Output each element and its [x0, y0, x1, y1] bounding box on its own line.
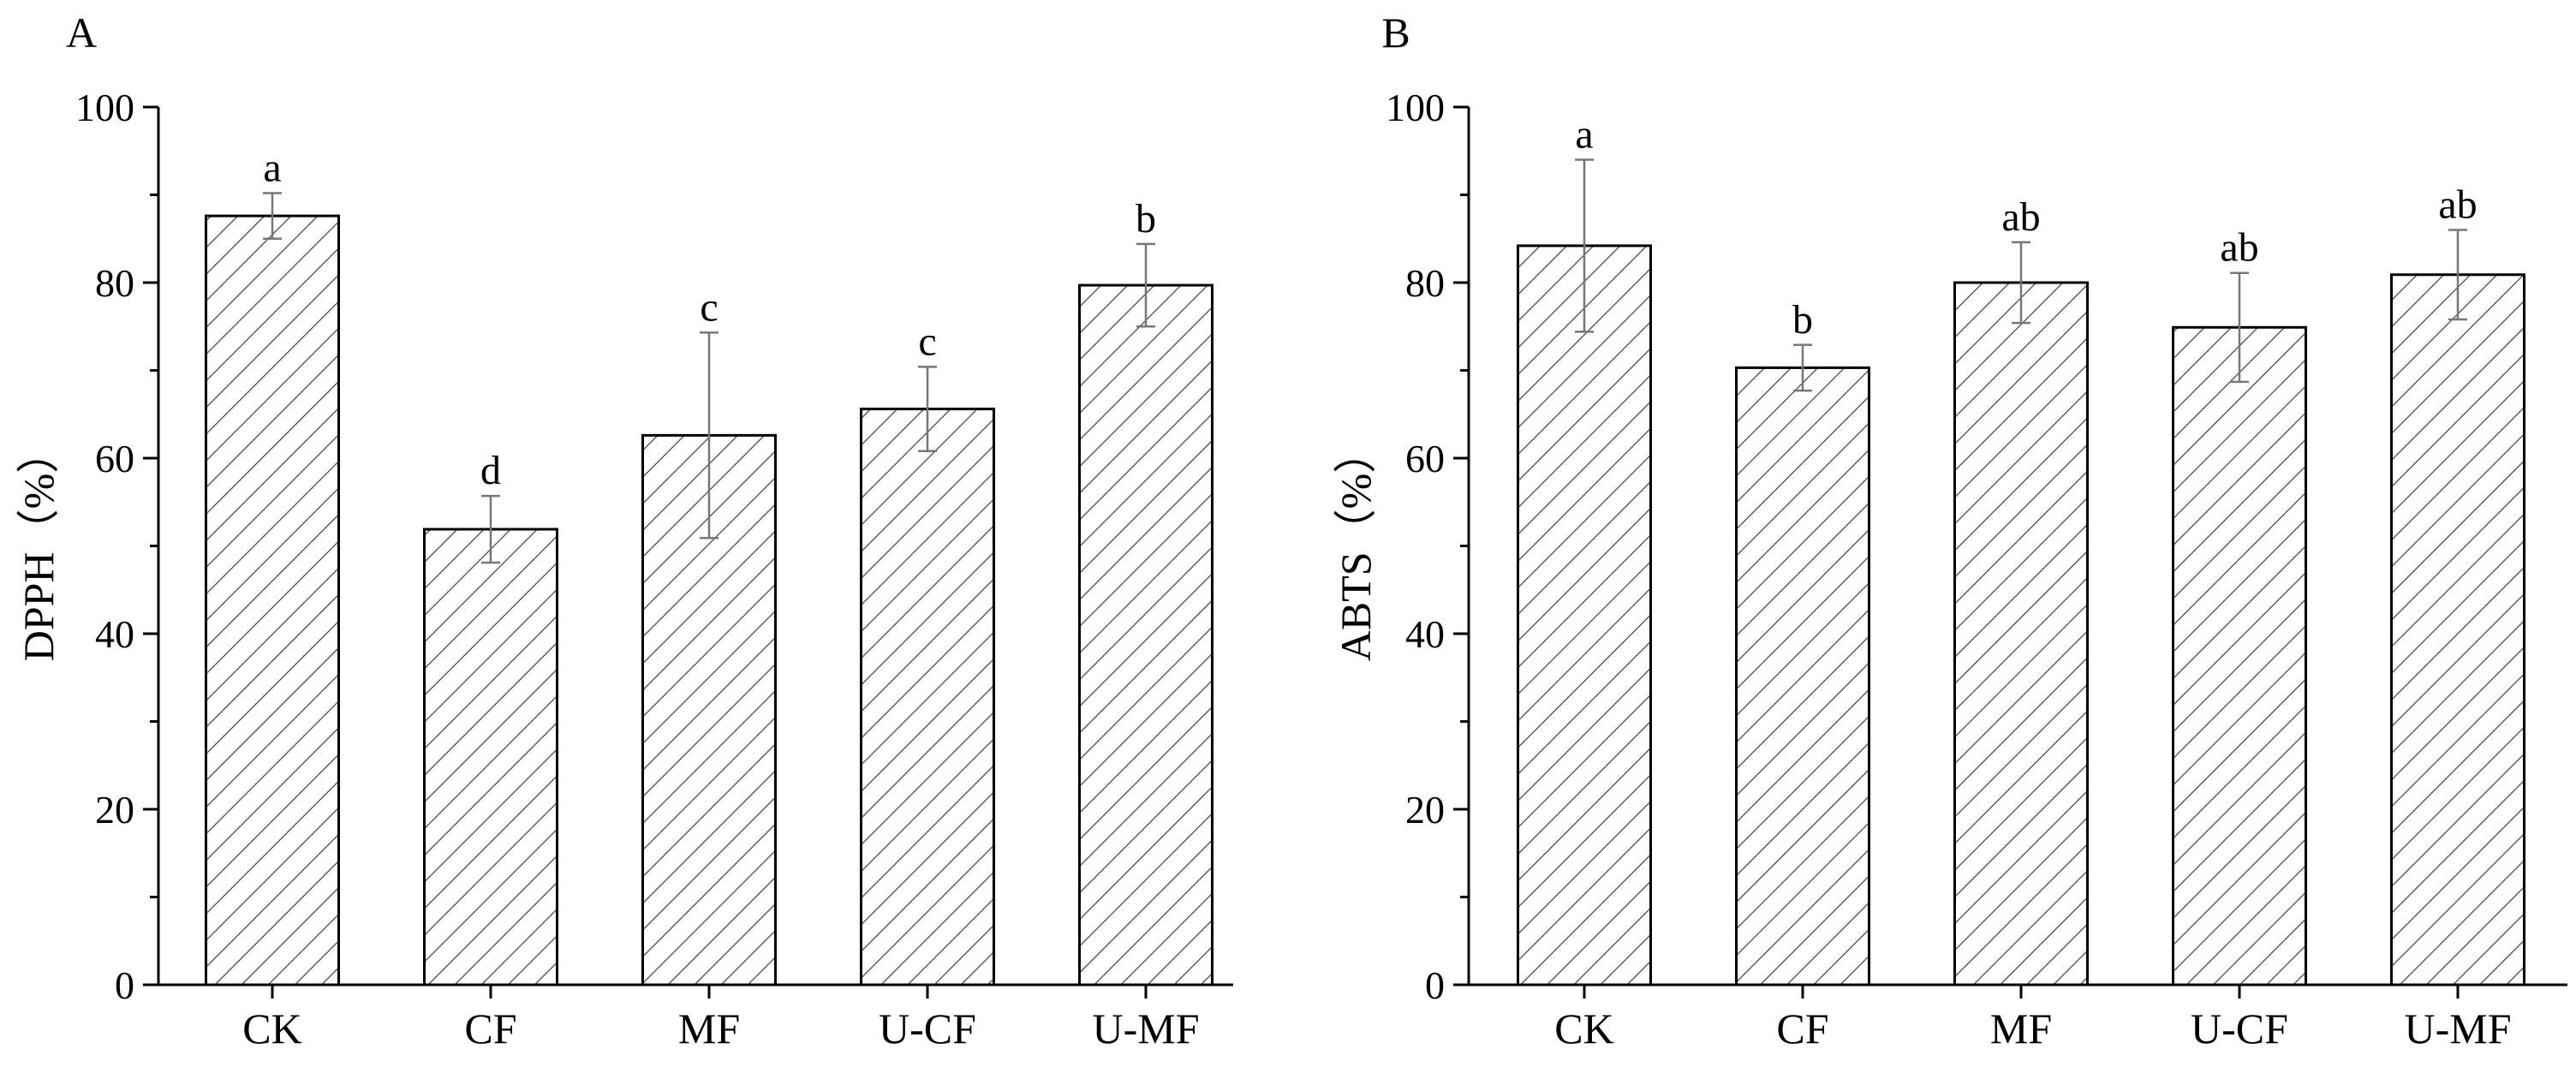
- significance-label: d: [480, 448, 501, 493]
- bar: [1517, 244, 1652, 987]
- y-axis-title: DPPH（%）: [15, 431, 63, 661]
- x-tick-label: CF: [464, 1005, 516, 1052]
- bar: [2172, 325, 2307, 987]
- y-tick-label: 20: [1405, 788, 1445, 832]
- x-tick-label: CF: [1776, 1005, 1828, 1052]
- y-tick-label: 20: [95, 788, 134, 832]
- bar: [1953, 281, 2089, 987]
- y-tick-label: 60: [1405, 437, 1445, 480]
- x-tick-label: MF: [678, 1005, 740, 1052]
- x-tick-label: MF: [1990, 1005, 2052, 1052]
- x-tick-label: U-CF: [879, 1005, 976, 1052]
- significance-label: c: [918, 319, 936, 364]
- bar: [1078, 283, 1213, 987]
- x-tick-label: U-MF: [2404, 1005, 2511, 1052]
- bar: [860, 408, 995, 987]
- significance-label: c: [700, 284, 718, 330]
- bar: [2390, 273, 2525, 987]
- significance-label: ab: [2220, 225, 2258, 271]
- significance-label: a: [1575, 112, 1593, 158]
- bar: [641, 433, 777, 987]
- panel-b: B 0 20 40 60 80 100 ABTS（%） a CK b CF ab MF ab U-CF ab U-…: [1332, 9, 2567, 1052]
- bar: [1735, 366, 1870, 987]
- significance-label: ab: [2001, 194, 2040, 240]
- x-tick-label: CK: [242, 1005, 301, 1052]
- y-tick-label: 40: [95, 612, 134, 656]
- y-axis-title: ABTS（%）: [1332, 431, 1380, 661]
- y-tick-label: 80: [1405, 261, 1445, 305]
- y-tick-label: 40: [1405, 612, 1445, 656]
- y-tick-label: 100: [1386, 86, 1445, 129]
- panel-letter: A: [66, 9, 97, 57]
- x-tick-label: U-MF: [1092, 1005, 1199, 1052]
- y-tick-label: 80: [95, 261, 134, 305]
- panel-letter: B: [1381, 9, 1410, 57]
- significance-label: b: [1136, 196, 1156, 241]
- x-tick-label: U-CF: [2191, 1005, 2288, 1052]
- bar: [205, 214, 340, 987]
- y-tick-label: 0: [1425, 963, 1445, 1007]
- significance-label: b: [1792, 297, 1813, 343]
- panel-a: A 0 20 40 60 80 100 DPPH（%） a CK d CF c MF c U-CF b U-MF: [15, 9, 1233, 1052]
- significance-label: ab: [2438, 182, 2477, 228]
- significance-label: a: [263, 145, 281, 190]
- x-tick-label: CK: [1554, 1005, 1613, 1052]
- bar: [423, 528, 558, 987]
- y-tick-label: 100: [75, 86, 134, 129]
- y-tick-label: 0: [115, 963, 134, 1007]
- y-tick-label: 60: [95, 437, 134, 480]
